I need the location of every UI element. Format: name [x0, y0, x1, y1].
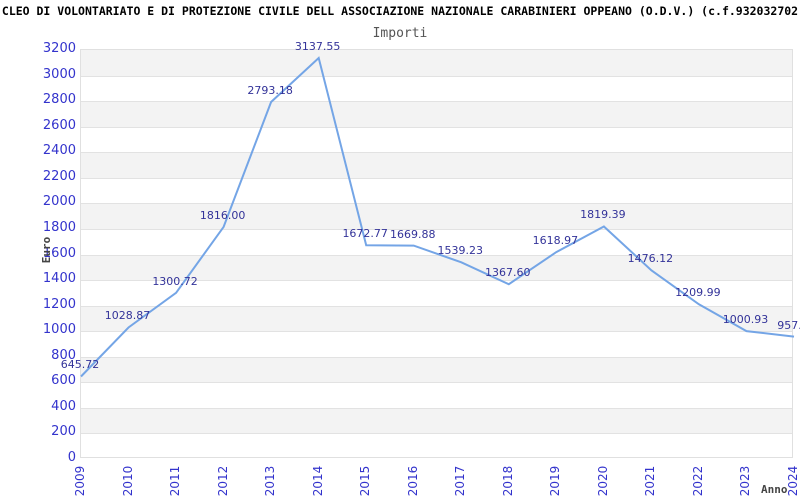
plot-band — [81, 203, 792, 229]
point-value-label: 1367.60 — [485, 266, 531, 280]
x-tick-label: 2010 — [120, 465, 135, 497]
x-tick-label: 2011 — [168, 465, 183, 497]
plot-band — [81, 101, 792, 127]
gridline — [81, 280, 792, 282]
y-tick-label: 0 — [67, 450, 76, 465]
y-tick-label: 200 — [51, 424, 76, 440]
y-tick-label: 400 — [51, 398, 76, 414]
y-tick-label: 800 — [51, 347, 76, 363]
x-tick-label: 2009 — [73, 465, 87, 497]
point-value-label: 1816.00 — [199, 208, 246, 222]
y-tick-label: 3200 — [42, 41, 76, 56]
y-tick-label: 2400 — [42, 143, 76, 159]
point-value-label: 1300.72 — [152, 274, 198, 288]
point-value-label: 3137.55 — [294, 39, 341, 53]
x-tick-label: 2012 — [215, 465, 230, 497]
plot-band — [81, 50, 792, 76]
y-tick-label: 1800 — [42, 219, 76, 235]
y-tick-label: 1200 — [42, 296, 76, 312]
point-value-label: 1539.23 — [437, 244, 484, 258]
y-tick-label: 2200 — [42, 168, 76, 184]
point-value-label: 1209.99 — [675, 286, 721, 300]
y-tick-label: 2800 — [42, 92, 76, 108]
point-value-label: 1028.87 — [104, 309, 151, 323]
series-importi — [80, 56, 795, 378]
y-tick-label: 1600 — [42, 245, 76, 261]
x-tick-label: 2017 — [453, 465, 468, 497]
gridline — [81, 254, 792, 256]
data-line — [80, 56, 795, 378]
x-axis-title: Anno — [761, 483, 788, 496]
x-tick-label: 2023 — [738, 465, 753, 497]
gridline — [81, 203, 792, 205]
plot-area — [80, 49, 795, 458]
gridline — [81, 382, 792, 384]
point-value-label: 1672.77 — [342, 227, 388, 241]
x-tick-label: 2022 — [690, 465, 705, 497]
plot-band — [81, 152, 792, 178]
gridline — [81, 228, 792, 230]
plot-band — [81, 356, 792, 383]
x-tick-label: 2014 — [310, 465, 325, 497]
y-tick-label: 3000 — [42, 66, 76, 82]
x-tick-label: 2013 — [263, 465, 278, 497]
point-value-label: 645.72 — [60, 358, 100, 372]
plot-band — [81, 407, 792, 434]
y-axis-title: Euro — [40, 236, 53, 264]
x-tick-label: 2015 — [358, 465, 373, 497]
y-tick-label: 1000 — [42, 322, 76, 338]
gridline — [81, 177, 792, 179]
x-tick-label: 2021 — [643, 465, 658, 497]
plot-band — [81, 305, 792, 332]
point-value-label: 1669.88 — [389, 227, 436, 241]
x-tick-label: 2020 — [595, 465, 610, 497]
gridline — [81, 152, 792, 154]
chart-title: CLEO DI VOLONTARIATO E DI PROTEZIONE CIV… — [1, 4, 799, 18]
chart-subtitle: Importi — [372, 26, 428, 41]
y-tick-label: 2000 — [42, 194, 76, 210]
gridline — [81, 126, 792, 128]
y-tick-label: 1400 — [42, 271, 76, 287]
gridline — [81, 331, 792, 333]
gridline — [81, 75, 792, 77]
y-tick-label: 600 — [51, 373, 76, 389]
gridline — [81, 305, 792, 307]
point-value-label: 1476.12 — [627, 252, 674, 266]
y-tick-label: 2600 — [42, 117, 76, 133]
x-tick-label: 2016 — [405, 465, 420, 497]
point-value-label: 1819.39 — [580, 208, 626, 222]
gridline — [81, 101, 792, 103]
x-tick-label: 2024 — [786, 465, 800, 497]
gridline — [81, 407, 792, 409]
point-value-label: 1618.97 — [532, 234, 579, 248]
gridline — [81, 356, 792, 358]
point-value-label: 1000.93 — [722, 313, 769, 327]
point-value-label: 957.5 — [777, 318, 800, 332]
x-tick-label: 2018 — [500, 465, 515, 497]
x-tick-label: 2019 — [548, 465, 563, 497]
point-value-label: 2793.18 — [247, 83, 293, 97]
gridline — [81, 433, 792, 435]
